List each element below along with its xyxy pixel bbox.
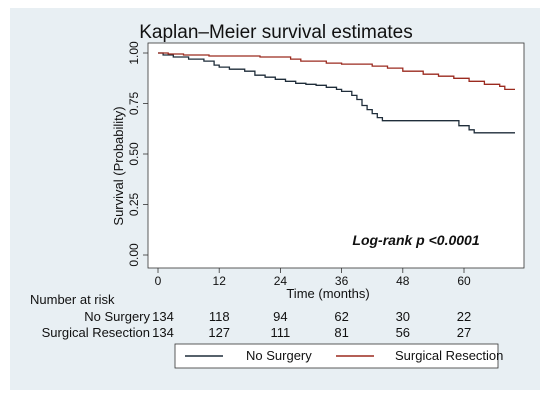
y-tick-label: 0.50 xyxy=(127,142,141,166)
x-tick-label: 36 xyxy=(335,274,349,288)
legend-label: Surgical Resection xyxy=(395,348,503,363)
y-axis: 0.00 0.25 0.50 0.75 1.00 xyxy=(127,41,148,267)
y-tick-label: 0.00 xyxy=(127,243,141,267)
risk-cell: 111 xyxy=(271,325,291,340)
x-tick-label: 24 xyxy=(274,274,288,288)
risk-table: No Surgery 134 118 94 62 30 22 Surgical Resecti… xyxy=(42,309,472,340)
x-tick-label: 48 xyxy=(396,274,410,288)
risk-table-header: Number at risk xyxy=(30,292,115,307)
plot-area xyxy=(147,42,525,269)
chart-title: Kaplan–Meier survival estimates xyxy=(139,22,413,43)
logrank-annotation: Log-rank p <0.0001 xyxy=(352,232,479,248)
x-tick-label: 60 xyxy=(457,274,471,288)
series-line-no-surgery xyxy=(158,52,515,134)
y-tick-label: 1.00 xyxy=(127,41,141,65)
risk-cell: 94 xyxy=(273,309,287,324)
risk-cell: 27 xyxy=(457,325,471,340)
series-line-surgical-resection xyxy=(158,52,515,91)
x-axis-label: Time (months) xyxy=(286,286,369,301)
risk-cell: 134 xyxy=(152,325,174,340)
km-chart: Kaplan–Meier survival estimates Survival… xyxy=(30,22,525,369)
x-tick-label: 0 xyxy=(155,274,162,288)
legend: No Surgery Surgical Resection xyxy=(185,348,503,363)
risk-cell: 81 xyxy=(334,325,348,340)
risk-row-label: Surgical Resection xyxy=(42,325,150,340)
y-axis-label: Survival (Probability) xyxy=(111,106,126,225)
series-layer xyxy=(158,52,515,134)
y-tick-label: 0.25 xyxy=(127,192,141,216)
risk-cell: 30 xyxy=(396,309,410,324)
risk-cell: 22 xyxy=(457,309,471,324)
x-tick-label: 12 xyxy=(213,274,227,288)
risk-cell: 134 xyxy=(152,309,174,324)
risk-row-label: No Surgery xyxy=(84,309,150,324)
risk-cell: 118 xyxy=(209,309,230,324)
legend-label: No Surgery xyxy=(246,348,312,363)
risk-cell: 127 xyxy=(208,325,230,340)
risk-cell: 62 xyxy=(334,309,348,324)
kaplan-meier-figure: Kaplan–Meier survival estimates Survival… xyxy=(10,8,540,390)
risk-cell: 56 xyxy=(396,325,410,340)
x-axis: 0 12 24 36 48 60 xyxy=(155,268,471,288)
y-tick-label: 0.75 xyxy=(127,91,141,115)
